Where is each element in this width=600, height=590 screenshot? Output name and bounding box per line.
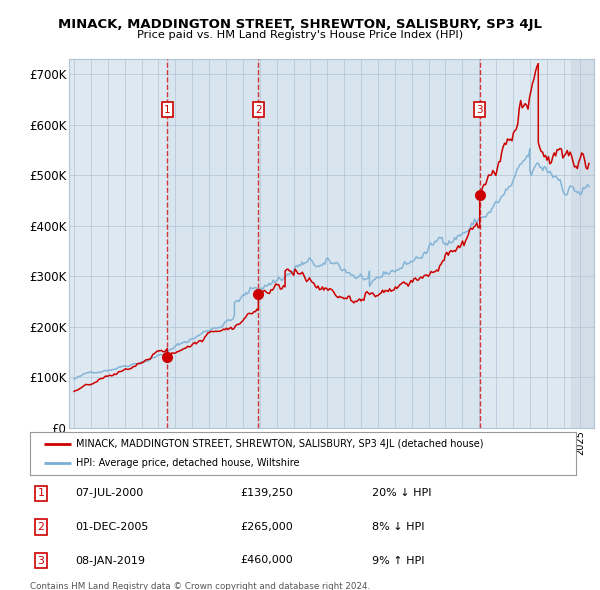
Text: 2: 2 [255, 104, 262, 114]
Text: HPI: Average price, detached house, Wiltshire: HPI: Average price, detached house, Wilt… [76, 458, 300, 468]
Text: Contains HM Land Registry data © Crown copyright and database right 2024.: Contains HM Land Registry data © Crown c… [30, 582, 370, 590]
Text: £265,000: £265,000 [240, 522, 293, 532]
Text: MINACK, MADDINGTON STREET, SHREWTON, SALISBURY, SP3 4JL: MINACK, MADDINGTON STREET, SHREWTON, SAL… [58, 18, 542, 31]
Text: £139,250: £139,250 [240, 489, 293, 498]
Text: 20% ↓ HPI: 20% ↓ HPI [372, 489, 431, 498]
Bar [571, 59, 595, 428]
Bar [259, 59, 480, 428]
Text: MINACK, MADDINGTON STREET, SHREWTON, SALISBURY, SP3 4JL (detached house): MINACK, MADDINGTON STREET, SHREWTON, SAL… [76, 440, 484, 450]
Text: 07-JUL-2000: 07-JUL-2000 [75, 489, 143, 498]
Text: 2: 2 [37, 522, 44, 532]
Text: 3: 3 [37, 556, 44, 565]
Text: 1: 1 [164, 104, 170, 114]
Bar [167, 59, 259, 428]
Text: 8% ↓ HPI: 8% ↓ HPI [372, 522, 425, 532]
Text: 3: 3 [476, 104, 483, 114]
Text: £460,000: £460,000 [240, 556, 293, 565]
Text: 1: 1 [37, 489, 44, 498]
Text: 9% ↑ HPI: 9% ↑ HPI [372, 556, 425, 565]
Text: 01-DEC-2005: 01-DEC-2005 [75, 522, 148, 532]
Text: 08-JAN-2019: 08-JAN-2019 [75, 556, 145, 565]
Text: Price paid vs. HM Land Registry's House Price Index (HPI): Price paid vs. HM Land Registry's House … [137, 30, 463, 40]
